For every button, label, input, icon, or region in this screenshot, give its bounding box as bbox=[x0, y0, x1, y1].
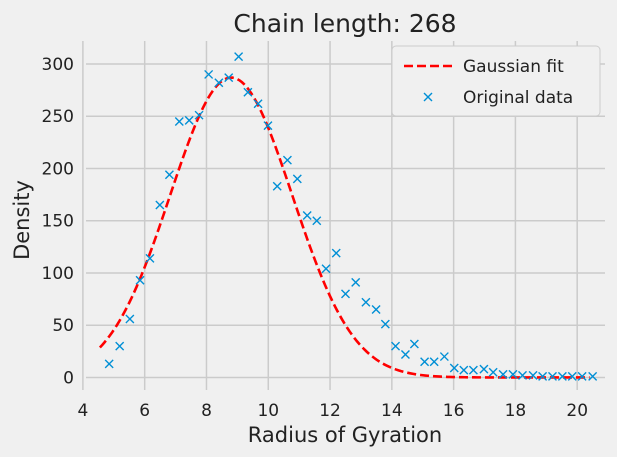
data-point bbox=[282, 155, 292, 165]
x-tick-label: 18 bbox=[505, 401, 527, 421]
data-point bbox=[488, 367, 498, 377]
data-point bbox=[557, 371, 567, 381]
data-point bbox=[174, 116, 184, 126]
legend-swatch-original-data bbox=[423, 92, 433, 102]
legend: Gaussian fit Original data bbox=[391, 45, 601, 117]
data-point bbox=[135, 275, 145, 285]
data-point bbox=[547, 371, 557, 381]
y-tick-label: 50 bbox=[52, 316, 74, 336]
data-point bbox=[184, 115, 194, 125]
data-point bbox=[439, 352, 449, 362]
legend-box bbox=[391, 45, 601, 117]
data-point bbox=[155, 200, 165, 210]
legend-label-original-data: Original data bbox=[463, 88, 573, 108]
data-point bbox=[371, 305, 381, 315]
data-point bbox=[263, 121, 273, 131]
data-point bbox=[214, 78, 224, 88]
data-point bbox=[234, 52, 244, 62]
data-point bbox=[204, 69, 214, 79]
data-point bbox=[409, 339, 419, 349]
data-point bbox=[312, 216, 322, 226]
data-point bbox=[380, 319, 390, 329]
data-point bbox=[361, 297, 371, 307]
x-tick-label: 10 bbox=[257, 401, 279, 421]
data-point bbox=[459, 365, 469, 375]
data-point bbox=[224, 73, 234, 83]
x-axis-label: Radius of Gyration bbox=[248, 423, 442, 447]
data-point bbox=[125, 314, 135, 324]
x-tick-labels: 4 6 8 10 12 14 16 18 20 bbox=[77, 401, 588, 421]
data-point bbox=[508, 369, 518, 379]
y-tick-label: 250 bbox=[42, 107, 74, 127]
data-point bbox=[351, 277, 361, 287]
data-point bbox=[243, 87, 253, 97]
data-point bbox=[518, 370, 528, 380]
x-tick-label: 6 bbox=[139, 401, 150, 421]
data-point bbox=[420, 357, 430, 367]
data-point bbox=[115, 341, 125, 351]
data-point bbox=[145, 253, 155, 263]
data-point bbox=[400, 349, 410, 359]
legend-x-marker bbox=[423, 92, 433, 102]
data-point bbox=[577, 371, 587, 381]
x-tick-label: 16 bbox=[443, 401, 465, 421]
data-point bbox=[429, 357, 439, 367]
chart-title: Chain length: 268 bbox=[233, 9, 456, 38]
y-tick-labels: 0 50 100 150 200 250 300 bbox=[42, 55, 74, 388]
data-point bbox=[292, 174, 302, 184]
data-point bbox=[331, 248, 341, 258]
data-point bbox=[164, 170, 174, 180]
series-layer bbox=[98, 52, 598, 381]
x-tick-label: 4 bbox=[77, 401, 88, 421]
data-point bbox=[321, 264, 331, 274]
y-tick-label: 200 bbox=[42, 159, 74, 179]
y-tick-label: 300 bbox=[42, 55, 74, 75]
y-tick-label: 0 bbox=[63, 368, 74, 388]
data-point bbox=[588, 371, 598, 381]
x-tick-label: 14 bbox=[381, 401, 403, 421]
y-tick-label: 150 bbox=[42, 212, 74, 232]
x-tick-label: 20 bbox=[566, 401, 588, 421]
data-point bbox=[104, 359, 114, 369]
data-point bbox=[468, 365, 478, 375]
legend-label-gaussian-fit: Gaussian fit bbox=[463, 57, 564, 77]
data-point bbox=[253, 99, 263, 109]
data-point bbox=[498, 369, 508, 379]
data-point bbox=[528, 370, 538, 380]
data-point bbox=[272, 181, 282, 191]
x-tick-label: 12 bbox=[319, 401, 341, 421]
data-point bbox=[194, 110, 204, 120]
data-point bbox=[538, 371, 548, 381]
data-point bbox=[449, 363, 459, 373]
data-point bbox=[479, 364, 489, 374]
y-tick-label: 100 bbox=[42, 264, 74, 284]
y-axis-label: Density bbox=[10, 180, 34, 260]
data-point bbox=[567, 371, 577, 381]
x-tick-label: 8 bbox=[201, 401, 212, 421]
data-point bbox=[341, 289, 350, 299]
data-point bbox=[302, 211, 312, 220]
data-point bbox=[391, 341, 401, 351]
